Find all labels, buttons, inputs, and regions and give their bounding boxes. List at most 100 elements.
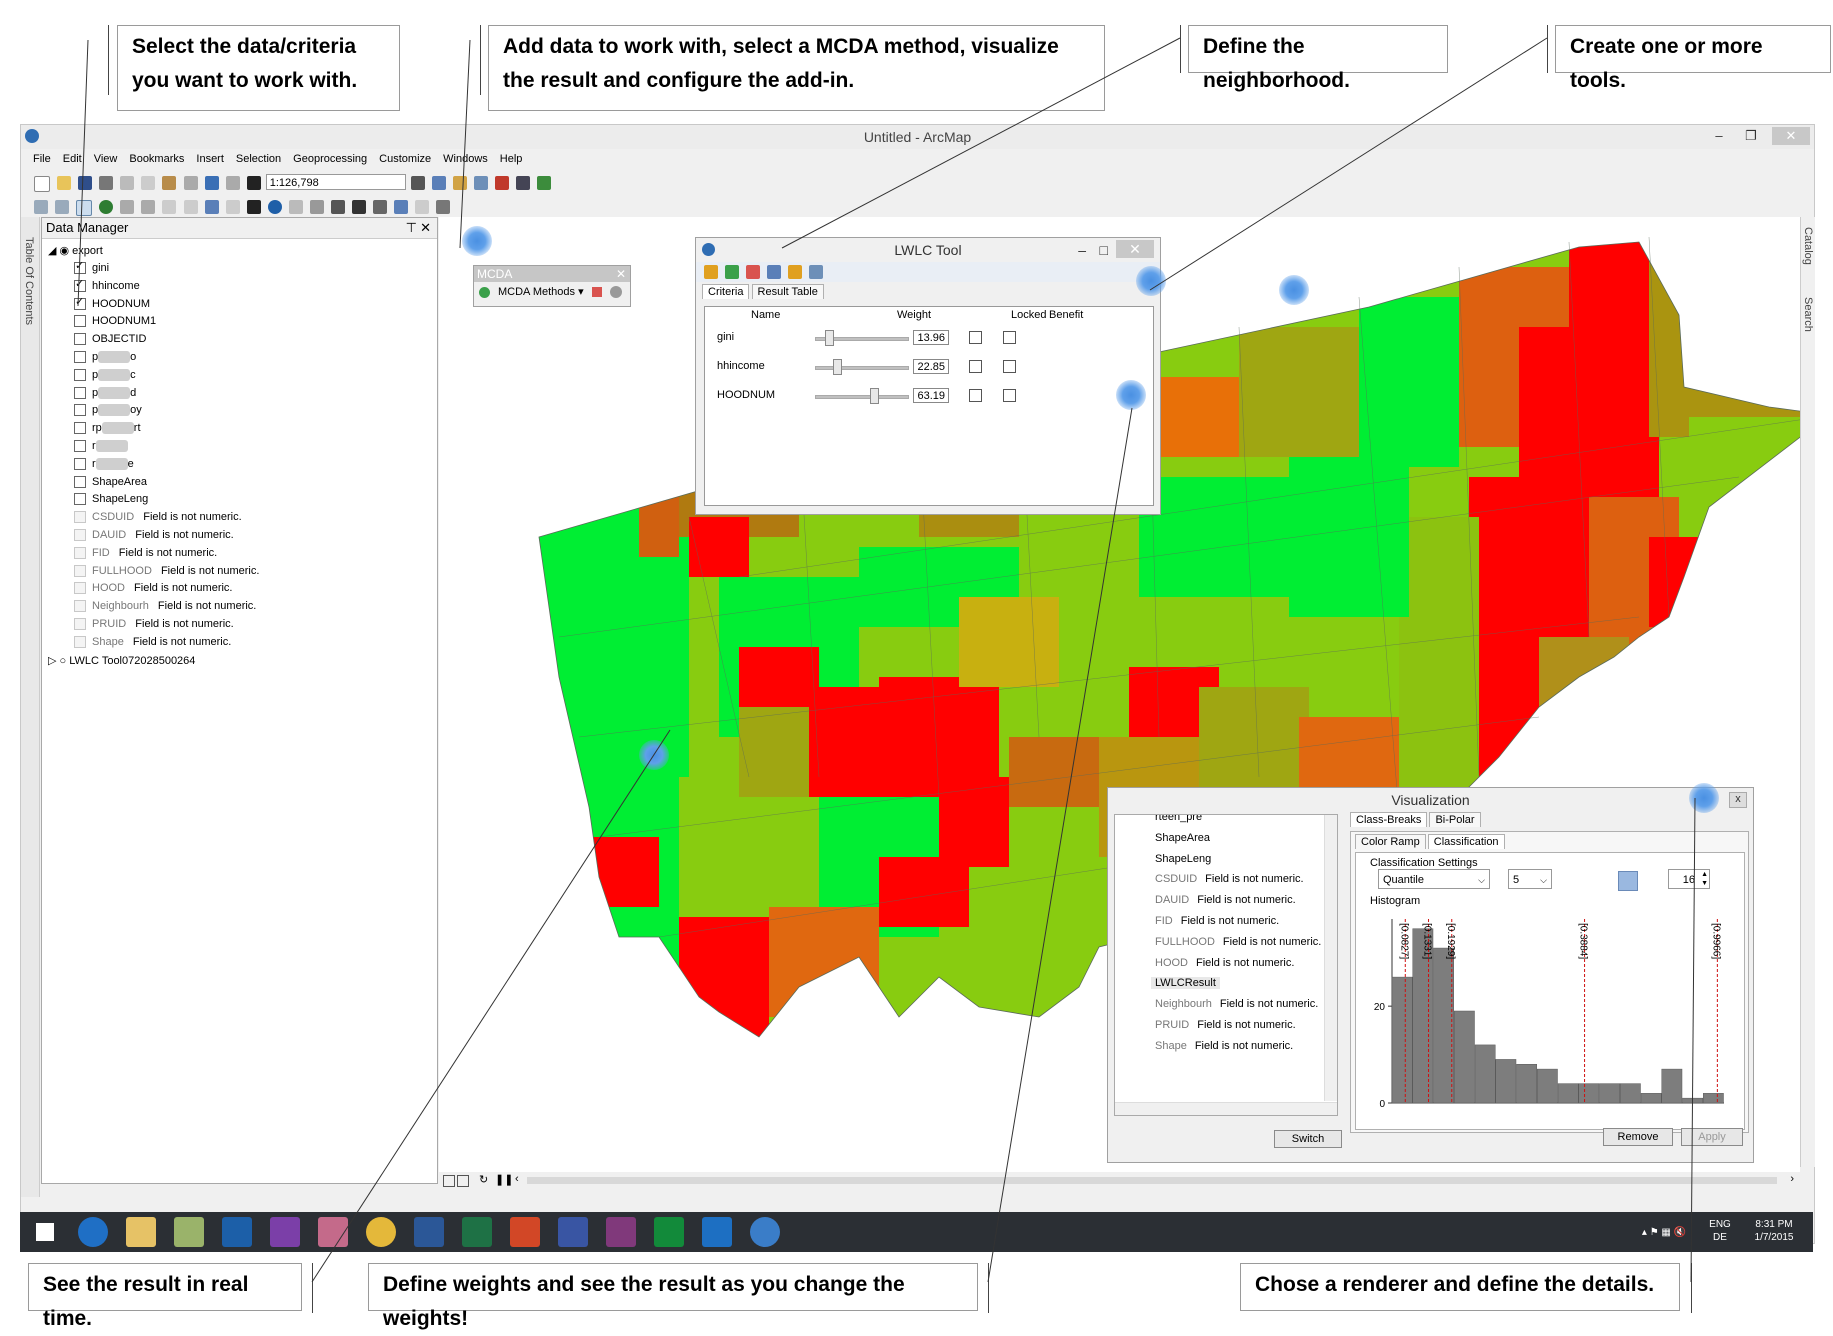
field-list-item[interactable]: FULLHOOD Field is not numeric. — [1155, 936, 1321, 948]
tab-bi-polar[interactable]: Bi-Polar — [1429, 812, 1481, 827]
field-list-item[interactable]: LWLCResult — [1151, 977, 1220, 990]
editor-icon[interactable] — [410, 176, 425, 190]
locked-checkbox[interactable] — [969, 331, 982, 344]
field-checkbox[interactable] — [74, 422, 86, 435]
field-checkbox[interactable] — [74, 475, 86, 488]
clock[interactable]: 8:31 PM 1/7/2015 — [1744, 1218, 1804, 1244]
time-slider-icon[interactable] — [415, 200, 430, 214]
catalog-tab[interactable]: Catalog — [1802, 227, 1814, 265]
menu-customize[interactable]: Customize — [379, 153, 432, 165]
visio-icon[interactable] — [558, 1217, 588, 1247]
chrome-icon[interactable] — [366, 1217, 396, 1247]
scale-combobox[interactable]: 1:126,798 — [265, 174, 406, 190]
word-icon[interactable] — [414, 1217, 444, 1247]
field-checkbox[interactable] — [74, 351, 86, 364]
field-row-rp[interactable]: rp rt — [74, 422, 141, 435]
pin-icon[interactable]: ⊤ — [405, 220, 417, 235]
menu-geoprocessing[interactable]: Geoprocessing — [293, 153, 368, 165]
cut-icon[interactable] — [120, 176, 135, 190]
weight-input[interactable]: 63.19 — [913, 388, 949, 403]
remove-button[interactable]: Remove — [1603, 1128, 1673, 1146]
field-list-item[interactable]: DAUID Field is not numeric. — [1155, 894, 1296, 906]
field-checkbox[interactable] — [74, 440, 86, 453]
field-list-hscroll[interactable] — [1115, 1102, 1337, 1115]
locked-checkbox[interactable] — [969, 389, 982, 402]
redo-icon[interactable] — [225, 176, 240, 190]
menu-bookmarks[interactable]: Bookmarks — [129, 153, 185, 165]
field-checkbox[interactable] — [74, 386, 86, 399]
open-icon[interactable] — [57, 176, 72, 190]
radio-icon[interactable]: ◉ — [59, 245, 73, 257]
weight-slider-thumb[interactable] — [869, 388, 879, 404]
modelbuilder-icon[interactable] — [537, 176, 552, 190]
go-to-xy-icon[interactable] — [394, 200, 409, 214]
weight-input[interactable]: 13.96 — [913, 330, 949, 345]
paint-icon[interactable] — [318, 1217, 348, 1247]
switch-button[interactable]: Switch — [1274, 1130, 1342, 1148]
field-row-p[interactable]: p oy — [74, 404, 142, 417]
benefit-checkbox[interactable] — [1003, 389, 1016, 402]
undo-icon[interactable] — [204, 176, 219, 190]
field-list-item[interactable]: ShapeLeng — [1155, 853, 1211, 865]
clear-selection-icon[interactable] — [225, 200, 240, 214]
field-row-r[interactable]: r — [74, 440, 128, 453]
mcda-methods-dropdown[interactable]: MCDA Methods ▾ — [498, 286, 584, 298]
map-scrollbar[interactable]: ↻ ❚❚ ‹ › — [439, 1172, 1800, 1190]
copy-icon[interactable] — [141, 176, 156, 190]
onenote-icon[interactable] — [606, 1217, 636, 1247]
benefit-checkbox[interactable] — [1003, 360, 1016, 373]
benefit-checkbox[interactable] — [1003, 331, 1016, 344]
select-features-icon[interactable] — [204, 200, 219, 214]
menu-selection[interactable]: Selection — [235, 153, 282, 165]
expand-arrow-icon[interactable]: ◢ — [48, 245, 60, 257]
field-list-item[interactable]: Shape Field is not numeric. — [1155, 1040, 1293, 1052]
scroll-left-icon[interactable]: ‹ — [515, 1173, 519, 1185]
powerpoint-icon[interactable] — [510, 1217, 540, 1247]
locked-checkbox[interactable] — [969, 360, 982, 373]
field-checkbox[interactable] — [74, 493, 86, 506]
field-list-item[interactable]: CSDUID Field is not numeric. — [1155, 873, 1304, 885]
stepper-arrows-icon[interactable]: ▲ ▼ — [1701, 871, 1708, 887]
weight-slider-thumb[interactable] — [833, 359, 843, 375]
scroll-track[interactable] — [527, 1177, 1777, 1184]
catalog-icon[interactable] — [452, 176, 467, 190]
tab-class-breaks[interactable]: Class-Breaks — [1350, 812, 1428, 827]
data-view-icon[interactable] — [457, 1175, 469, 1187]
menu-edit[interactable]: Edit — [62, 153, 82, 165]
python-icon[interactable] — [516, 176, 531, 190]
field-list-item[interactable]: FID Field is not numeric. — [1155, 915, 1279, 927]
field-list-vscroll[interactable] — [1324, 815, 1337, 1101]
field-row-shapeleng[interactable]: ShapeLeng — [74, 493, 148, 506]
field-row-hhincome[interactable]: hhincome — [74, 277, 140, 292]
tab-result-table[interactable]: Result Table — [751, 284, 824, 299]
tab-classification[interactable]: Classification — [1427, 834, 1505, 849]
mcda-close-icon[interactable]: ✕ — [615, 267, 626, 281]
menu-file[interactable]: File — [33, 153, 51, 165]
field-checkbox[interactable] — [74, 295, 86, 310]
tray-icons[interactable]: ▴ ⚑ ▦ 🔇 — [1641, 1227, 1687, 1238]
fixed-zoom-out-icon[interactable] — [141, 200, 156, 214]
radio-icon[interactable]: ○ — [59, 654, 70, 667]
chart-icon[interactable] — [746, 265, 761, 279]
ie-icon[interactable] — [78, 1217, 108, 1247]
search-window-icon[interactable] — [474, 176, 488, 190]
zoom-out-icon[interactable] — [55, 200, 70, 214]
lwlc-close-button[interactable]: ✕ — [1116, 240, 1154, 258]
identify-icon[interactable] — [267, 200, 282, 214]
language-indicator[interactable]: ENG DE — [1704, 1218, 1736, 1244]
add-icon[interactable] — [479, 287, 490, 298]
new-icon[interactable] — [34, 176, 51, 192]
visual-studio-icon[interactable] — [270, 1217, 300, 1247]
full-extent-icon[interactable] — [99, 200, 114, 214]
outlook-icon[interactable] — [702, 1217, 732, 1247]
scroll-right-icon[interactable]: › — [1790, 1173, 1794, 1185]
toc-tab[interactable]: Table Of Contents — [23, 237, 35, 326]
settings-icon[interactable] — [610, 286, 622, 298]
histogram-toggle-icon[interactable] — [1618, 871, 1638, 891]
expand-arrow-icon[interactable]: ▷ — [48, 654, 60, 667]
notepad-icon[interactable] — [174, 1217, 204, 1247]
menu-help[interactable]: Help — [499, 153, 523, 165]
classes-select[interactable]: 5 ⌵ — [1508, 869, 1552, 889]
layer-row-export[interactable]: ◢ ◉ export — [48, 244, 103, 257]
